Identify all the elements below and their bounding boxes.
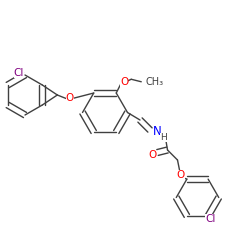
Text: CH₃: CH₃ bbox=[145, 77, 163, 87]
Text: O: O bbox=[120, 76, 128, 86]
Text: Cl: Cl bbox=[14, 68, 24, 78]
Text: H: H bbox=[160, 132, 167, 141]
Text: O: O bbox=[66, 93, 74, 103]
Text: N: N bbox=[152, 125, 161, 138]
Text: O: O bbox=[176, 170, 185, 180]
Text: O: O bbox=[148, 150, 156, 160]
Text: Cl: Cl bbox=[206, 214, 216, 224]
